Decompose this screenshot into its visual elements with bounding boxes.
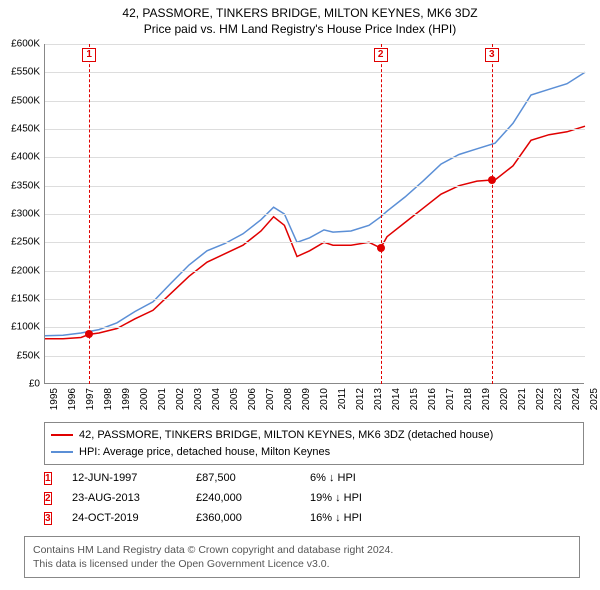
xtick-label: 2002 [175,388,186,410]
event-line [381,44,382,384]
ytick-label: £600K [0,39,40,50]
xtick-label: 2021 [517,388,528,410]
ytick-label: £100K [0,322,40,333]
title-address: 42, PASSMORE, TINKERS BRIDGE, MILTON KEY… [0,6,600,22]
xtick-label: 2023 [553,388,564,410]
event-price: £240,000 [196,492,296,504]
gridline-h [45,157,585,158]
event-price: £360,000 [196,512,296,524]
event-box: 1 [82,48,96,62]
ytick-label: £450K [0,124,40,135]
xtick-label: 2016 [427,388,438,410]
xtick-label: 2014 [391,388,402,410]
xtick-label: 1995 [49,388,60,410]
xtick-label: 2012 [355,388,366,410]
xtick-label: 2019 [481,388,492,410]
event-dot [377,244,385,252]
xtick-label: 2000 [139,388,150,410]
xtick-label: 2020 [499,388,510,410]
xtick-label: 2003 [193,388,204,410]
table-row: 2 23-AUG-2013 £240,000 19% ↓ HPI [44,488,584,508]
chart-title-block: 42, PASSMORE, TINKERS BRIDGE, MILTON KEY… [0,0,600,37]
xtick-label: 2022 [535,388,546,410]
gridline-h [45,299,585,300]
ytick-label: £150K [0,294,40,305]
ytick-label: £300K [0,209,40,220]
table-row: 3 24-OCT-2019 £360,000 16% ↓ HPI [44,508,584,528]
gridline-h [45,214,585,215]
footer-line2: This data is licensed under the Open Gov… [33,557,571,571]
legend-label-property: 42, PASSMORE, TINKERS BRIDGE, MILTON KEY… [79,427,493,444]
event-box: 3 [485,48,499,62]
plot-area: £0£50K£100K£150K£200K£250K£300K£350K£400… [44,44,584,384]
legend-label-hpi: HPI: Average price, detached house, Milt… [79,444,330,461]
ytick-label: £400K [0,152,40,163]
legend-row-hpi: HPI: Average price, detached house, Milt… [51,444,577,461]
title-subtitle: Price paid vs. HM Land Registry's House … [0,22,600,38]
xtick-label: 2009 [301,388,312,410]
xtick-label: 1998 [103,388,114,410]
xtick-label: 2013 [373,388,384,410]
xtick-label: 2017 [445,388,456,410]
event-line [492,44,493,384]
chart: £0£50K£100K£150K£200K£250K£300K£350K£400… [44,44,584,384]
event-diff: 16% ↓ HPI [310,512,430,524]
legend: 42, PASSMORE, TINKERS BRIDGE, MILTON KEY… [44,422,584,465]
events-table: 1 12-JUN-1997 £87,500 6% ↓ HPI 2 23-AUG-… [44,468,584,528]
gridline-h [45,186,585,187]
gridline-h [45,44,585,45]
footer-line1: Contains HM Land Registry data © Crown c… [33,543,571,557]
event-marker-1: 1 [44,472,52,485]
xtick-label: 2004 [211,388,222,410]
gridline-h [45,129,585,130]
ytick-label: £0 [0,379,40,390]
table-row: 1 12-JUN-1997 £87,500 6% ↓ HPI [44,468,584,488]
gridline-h [45,271,585,272]
xtick-label: 1996 [67,388,78,410]
series-hpi [45,72,585,336]
xtick-label: 2018 [463,388,474,410]
event-dot [488,176,496,184]
event-diff: 6% ↓ HPI [310,472,430,484]
legend-row-property: 42, PASSMORE, TINKERS BRIDGE, MILTON KEY… [51,427,577,444]
xtick-label: 2008 [283,388,294,410]
ytick-label: £350K [0,180,40,191]
gridline-h [45,101,585,102]
xtick-label: 1999 [121,388,132,410]
xtick-label: 2006 [247,388,258,410]
gridline-h [45,242,585,243]
legend-swatch-hpi [51,451,73,453]
event-box: 2 [374,48,388,62]
event-diff: 19% ↓ HPI [310,492,430,504]
xtick-label: 2015 [409,388,420,410]
xtick-label: 2005 [229,388,240,410]
ytick-label: £500K [0,95,40,106]
xtick-label: 2007 [265,388,276,410]
legend-swatch-property [51,434,73,436]
event-price: £87,500 [196,472,296,484]
gridline-h [45,356,585,357]
ytick-label: £50K [0,350,40,361]
ytick-label: £550K [0,67,40,78]
xtick-label: 2011 [337,388,348,410]
event-date: 23-AUG-2013 [72,492,182,504]
ytick-label: £200K [0,265,40,276]
ytick-label: £250K [0,237,40,248]
gridline-h [45,72,585,73]
xtick-label: 2025 [589,388,600,410]
event-dot [85,330,93,338]
xtick-label: 2001 [157,388,168,410]
xtick-label: 2024 [571,388,582,410]
event-marker-2: 2 [44,492,52,505]
xtick-label: 1997 [85,388,96,410]
xtick-label: 2010 [319,388,330,410]
event-date: 12-JUN-1997 [72,472,182,484]
event-date: 24-OCT-2019 [72,512,182,524]
gridline-h [45,327,585,328]
footer-attribution: Contains HM Land Registry data © Crown c… [24,536,580,578]
event-marker-3: 3 [44,512,52,525]
